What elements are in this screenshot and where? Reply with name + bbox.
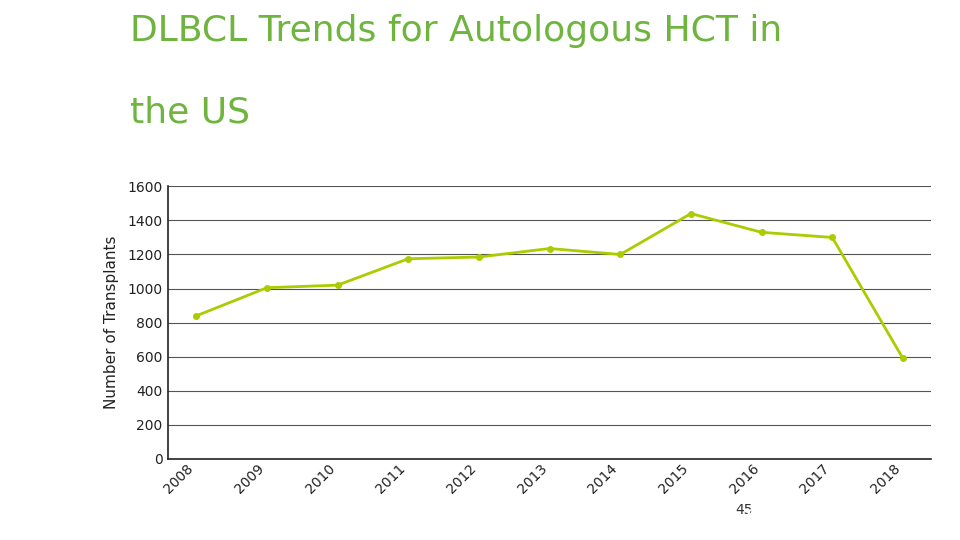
Text: 45: 45 (735, 503, 753, 517)
Text: DLBCL Trends for Autologous HCT in: DLBCL Trends for Autologous HCT in (130, 14, 781, 48)
Text: CRP/DM CONFERENCE 2020  |  45: CRP/DM CONFERENCE 2020 | 45 (748, 508, 960, 521)
Text: the US: the US (130, 95, 250, 129)
Y-axis label: Number of Transplants: Number of Transplants (104, 236, 119, 409)
